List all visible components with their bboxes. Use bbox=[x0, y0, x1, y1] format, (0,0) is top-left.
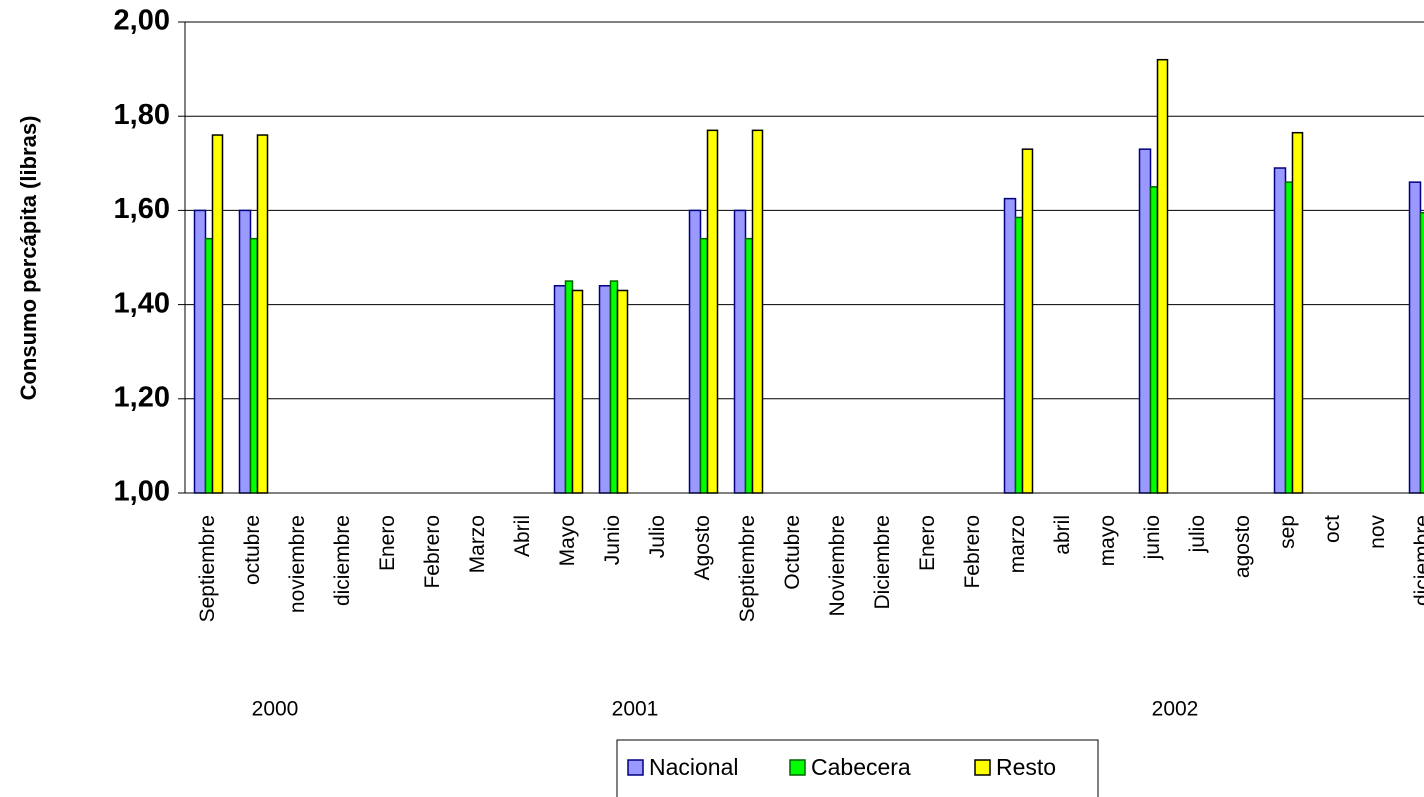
bar bbox=[699, 237, 709, 494]
x-tick-label: agosto bbox=[1231, 515, 1254, 578]
bar bbox=[1149, 186, 1159, 494]
bar bbox=[616, 289, 629, 494]
bar bbox=[204, 237, 214, 494]
legend-box bbox=[616, 739, 1099, 797]
y-tick-label: 1,00 bbox=[114, 476, 170, 508]
bar bbox=[1419, 212, 1424, 494]
bar bbox=[598, 285, 612, 494]
x-tick-label: Octubre bbox=[781, 515, 804, 590]
bar bbox=[609, 280, 619, 494]
x-tick-label: mayo bbox=[1096, 515, 1119, 566]
bar bbox=[1003, 197, 1017, 494]
x-tick-label: sep bbox=[1276, 515, 1299, 549]
x-tick-label: Abril bbox=[511, 515, 534, 557]
x-tick-label: Mayo bbox=[556, 515, 579, 566]
x-tick-label: Marzo bbox=[466, 515, 489, 573]
x-tick-label: abril bbox=[1051, 515, 1074, 555]
legend-swatch bbox=[974, 759, 991, 776]
bar bbox=[688, 209, 702, 494]
x-tick-label: oct bbox=[1321, 515, 1344, 543]
bar bbox=[744, 237, 754, 494]
legend-swatch bbox=[789, 759, 806, 776]
bar bbox=[256, 134, 269, 494]
bar bbox=[733, 209, 747, 494]
bar bbox=[1408, 181, 1422, 494]
x-tick-label: Diciembre bbox=[871, 515, 894, 610]
x-tick-label: diciembre bbox=[331, 515, 354, 606]
bar bbox=[193, 209, 207, 494]
x-tick-label: diciembre bbox=[1411, 515, 1424, 606]
y-tick-label: 1,40 bbox=[114, 287, 170, 319]
x-tick-label: Enero bbox=[376, 515, 399, 571]
x-tick-label: Enero bbox=[916, 515, 939, 571]
bar bbox=[553, 285, 567, 494]
y-tick-label: 2,00 bbox=[114, 5, 170, 37]
bar bbox=[1138, 148, 1152, 494]
legend-swatch bbox=[627, 759, 644, 776]
bar bbox=[706, 129, 719, 494]
bar bbox=[1014, 216, 1024, 494]
x-tick-label: junio bbox=[1141, 515, 1164, 560]
bar bbox=[249, 237, 259, 494]
y-axis-label: Consumo percápita (libras) bbox=[16, 116, 41, 401]
legend-label: Cabecera bbox=[811, 754, 911, 780]
x-tick-label: nov bbox=[1366, 515, 1389, 549]
bar bbox=[564, 280, 574, 494]
bar bbox=[1284, 181, 1294, 494]
x-tick-label: Febrero bbox=[421, 515, 444, 589]
x-tick-label: noviembre bbox=[286, 515, 309, 613]
legend-label: Resto bbox=[996, 754, 1056, 780]
group-label: 2002 bbox=[1152, 698, 1199, 721]
x-tick-label: Septiembre bbox=[736, 515, 759, 622]
y-tick-label: 1,60 bbox=[114, 193, 170, 225]
x-tick-label: Febrero bbox=[961, 515, 984, 589]
bar bbox=[211, 134, 224, 494]
legend-label: Nacional bbox=[649, 754, 739, 780]
bar bbox=[238, 209, 252, 494]
bar bbox=[751, 129, 764, 494]
x-tick-label: marzo bbox=[1006, 515, 1029, 573]
bar bbox=[1273, 167, 1287, 494]
bar bbox=[1156, 58, 1169, 494]
bar bbox=[1291, 131, 1304, 494]
x-tick-label: octubre bbox=[241, 515, 264, 585]
bar bbox=[1021, 148, 1034, 494]
x-tick-label: Septiembre bbox=[196, 515, 219, 622]
x-tick-label: Noviembre bbox=[826, 515, 849, 617]
bar bbox=[571, 289, 584, 494]
x-tick-label: Agosto bbox=[691, 515, 714, 580]
y-tick-label: 1,20 bbox=[114, 381, 170, 413]
x-tick-label: Julio bbox=[646, 515, 669, 558]
x-tick-label: Junio bbox=[601, 515, 624, 565]
group-label: 2001 bbox=[612, 698, 659, 721]
x-tick-label: julio bbox=[1186, 515, 1209, 553]
y-tick-label: 1,80 bbox=[114, 99, 170, 131]
group-label: 2000 bbox=[252, 698, 299, 721]
